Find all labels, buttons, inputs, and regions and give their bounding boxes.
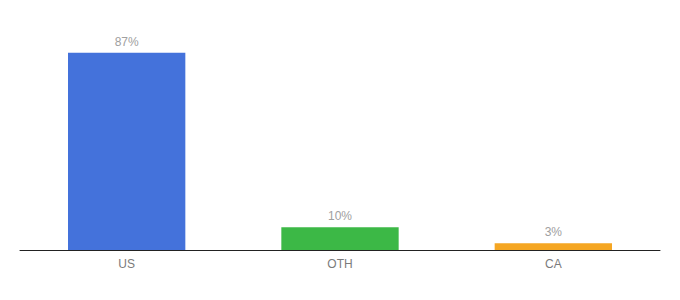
svg-text:OTH: OTH xyxy=(327,257,352,271)
svg-text:US: US xyxy=(118,257,135,271)
svg-text:87%: 87% xyxy=(115,35,139,49)
svg-text:3%: 3% xyxy=(545,225,563,239)
svg-text:CA: CA xyxy=(545,257,562,271)
svg-text:10%: 10% xyxy=(328,209,352,223)
